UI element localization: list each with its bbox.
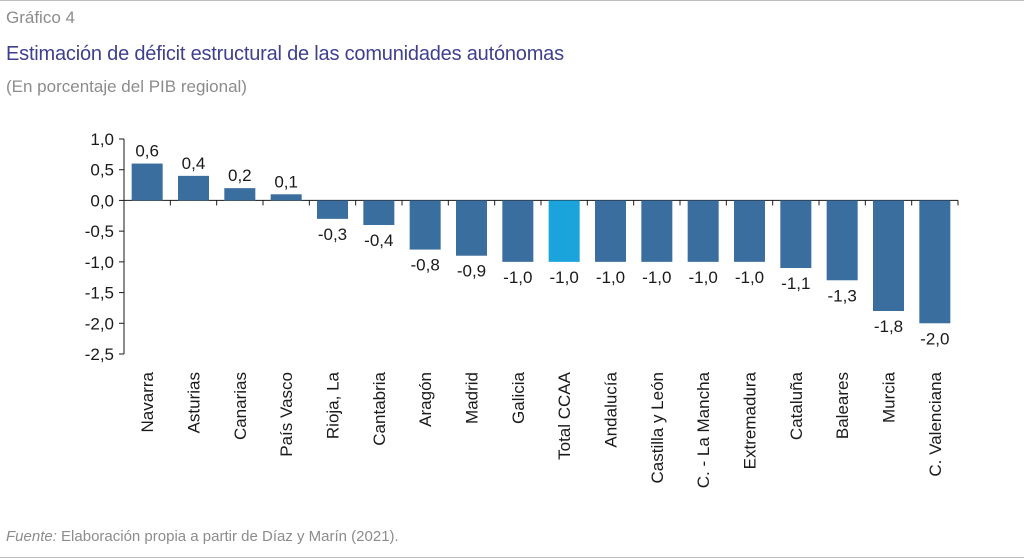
category-label: Galicia (509, 371, 528, 424)
category-label: Extremadura (741, 371, 760, 469)
data-label: -1,1 (781, 274, 810, 293)
bar (317, 200, 348, 219)
bar (270, 194, 302, 201)
data-label: -0,9 (457, 262, 486, 281)
y-tick-label: 0,0 (90, 191, 114, 210)
category-label: C. - La Mancha (694, 371, 713, 488)
chart-subtitle: (En porcentaje del PIB regional) (6, 77, 247, 96)
bar (456, 200, 487, 256)
y-tick-label: -1,5 (85, 284, 114, 303)
bar (502, 200, 534, 262)
category-label: Navarra (138, 371, 157, 432)
bar (873, 200, 904, 311)
bar (780, 200, 812, 268)
bar-chart: 1,0 0,5 0,0 -0,5 -1,0 -1,5 -2,0 -2,5 0,6 Navarra 0… (85, 130, 959, 488)
category-label: Cantabria (370, 371, 389, 445)
data-label: -1,0 (735, 268, 764, 287)
data-label: 0,2 (228, 166, 252, 185)
category-label: Madrid (463, 372, 482, 424)
data-label: 0,6 (135, 142, 159, 161)
data-label: -1,0 (550, 268, 579, 287)
category-label: C. Valenciana (926, 371, 945, 476)
data-label: 0,1 (274, 172, 298, 191)
top-rule (0, 0, 1024, 1)
bar (919, 200, 951, 324)
bar (687, 200, 719, 262)
category-label: Canarias (231, 372, 250, 440)
bar (224, 188, 256, 201)
bar (734, 200, 765, 262)
category-label: Rioja, La (324, 371, 343, 439)
y-tick-label: 1,0 (90, 130, 114, 149)
y-tick-label: -1,0 (85, 253, 114, 272)
source-lead: Fuente: (6, 528, 57, 545)
data-label: -2,0 (920, 329, 949, 348)
data-label: -1,0 (642, 268, 671, 287)
bar (409, 200, 441, 250)
category-label: Asturias (185, 372, 204, 433)
bar (641, 200, 673, 262)
category-label: Murcia (880, 371, 899, 423)
category-label: Baleares (833, 372, 852, 439)
data-label: -1,0 (596, 268, 625, 287)
category-label: Total CCAA (555, 371, 574, 460)
data-label: -1,3 (828, 286, 857, 305)
category-label: Andalucía (602, 371, 621, 447)
data-label: -0,8 (411, 256, 440, 275)
bar (595, 200, 626, 262)
data-label: -1,0 (503, 268, 532, 287)
data-label: -1,8 (874, 317, 903, 336)
bar (363, 200, 395, 225)
bar (826, 200, 858, 281)
y-tick-label: -2,0 (85, 314, 114, 333)
category-label: Aragón (416, 372, 435, 427)
category-label: Castilla y León (648, 372, 667, 484)
source-note: Fuente: Elaboración propia a partir de D… (6, 528, 399, 545)
y-tick-label: -0,5 (85, 222, 114, 241)
bar (548, 200, 580, 262)
bar (178, 175, 209, 201)
category-label: País Vasco (277, 372, 296, 457)
chart-title: Estimación de déficit estructural de las… (6, 43, 564, 65)
data-label: -0,3 (318, 225, 347, 244)
y-tick-label: -2,5 (85, 345, 114, 364)
source-text: Elaboración propia a partir de Díaz y Ma… (56, 528, 399, 545)
category-label: Cataluña (787, 371, 806, 440)
y-tick-label: 0,5 (90, 161, 114, 180)
bar (131, 163, 163, 201)
figure-label: Gráfico 4 (6, 8, 75, 27)
data-label: -1,0 (689, 268, 718, 287)
data-label: -0,4 (364, 231, 393, 250)
data-label: 0,4 (182, 154, 206, 173)
